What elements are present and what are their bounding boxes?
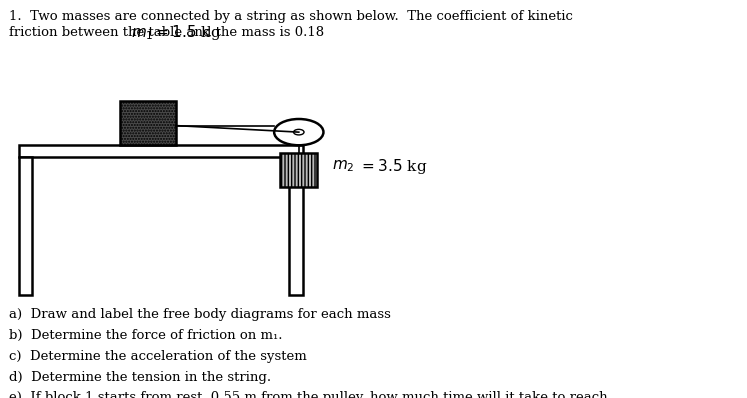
Bar [289,157,303,295]
Bar [19,157,32,295]
Text: friction between the table and the mass is 0.18: friction between the table and the mass … [9,26,324,39]
Bar [280,153,317,187]
Text: $=1.5$ kg: $=1.5$ kg [153,23,222,42]
Text: a)  Draw and label the free body diagrams for each mass: a) Draw and label the free body diagrams… [9,308,391,322]
Text: c)  Determine the acceleration of the system: c) Determine the acceleration of the sys… [9,350,307,363]
Bar [19,145,303,157]
Bar [120,101,176,145]
Text: 1.  Two masses are connected by a string as shown below.  The coefficient of kin: 1. Two masses are connected by a string … [9,10,573,23]
Text: $m_2$: $m_2$ [332,158,355,174]
Text: b)  Determine the force of friction on m₁.: b) Determine the force of friction on m₁… [9,329,282,342]
Text: d)  Determine the tension in the string.: d) Determine the tension in the string. [9,371,271,384]
Text: $m_1$: $m_1$ [131,26,153,42]
Circle shape [274,119,323,145]
Text: e)  If block 1 starts from rest, 0.55 m from the pulley, how much time will it t: e) If block 1 starts from rest, 0.55 m f… [9,391,607,398]
Text: $=3.5$ kg: $=3.5$ kg [359,157,427,176]
Circle shape [294,129,304,135]
